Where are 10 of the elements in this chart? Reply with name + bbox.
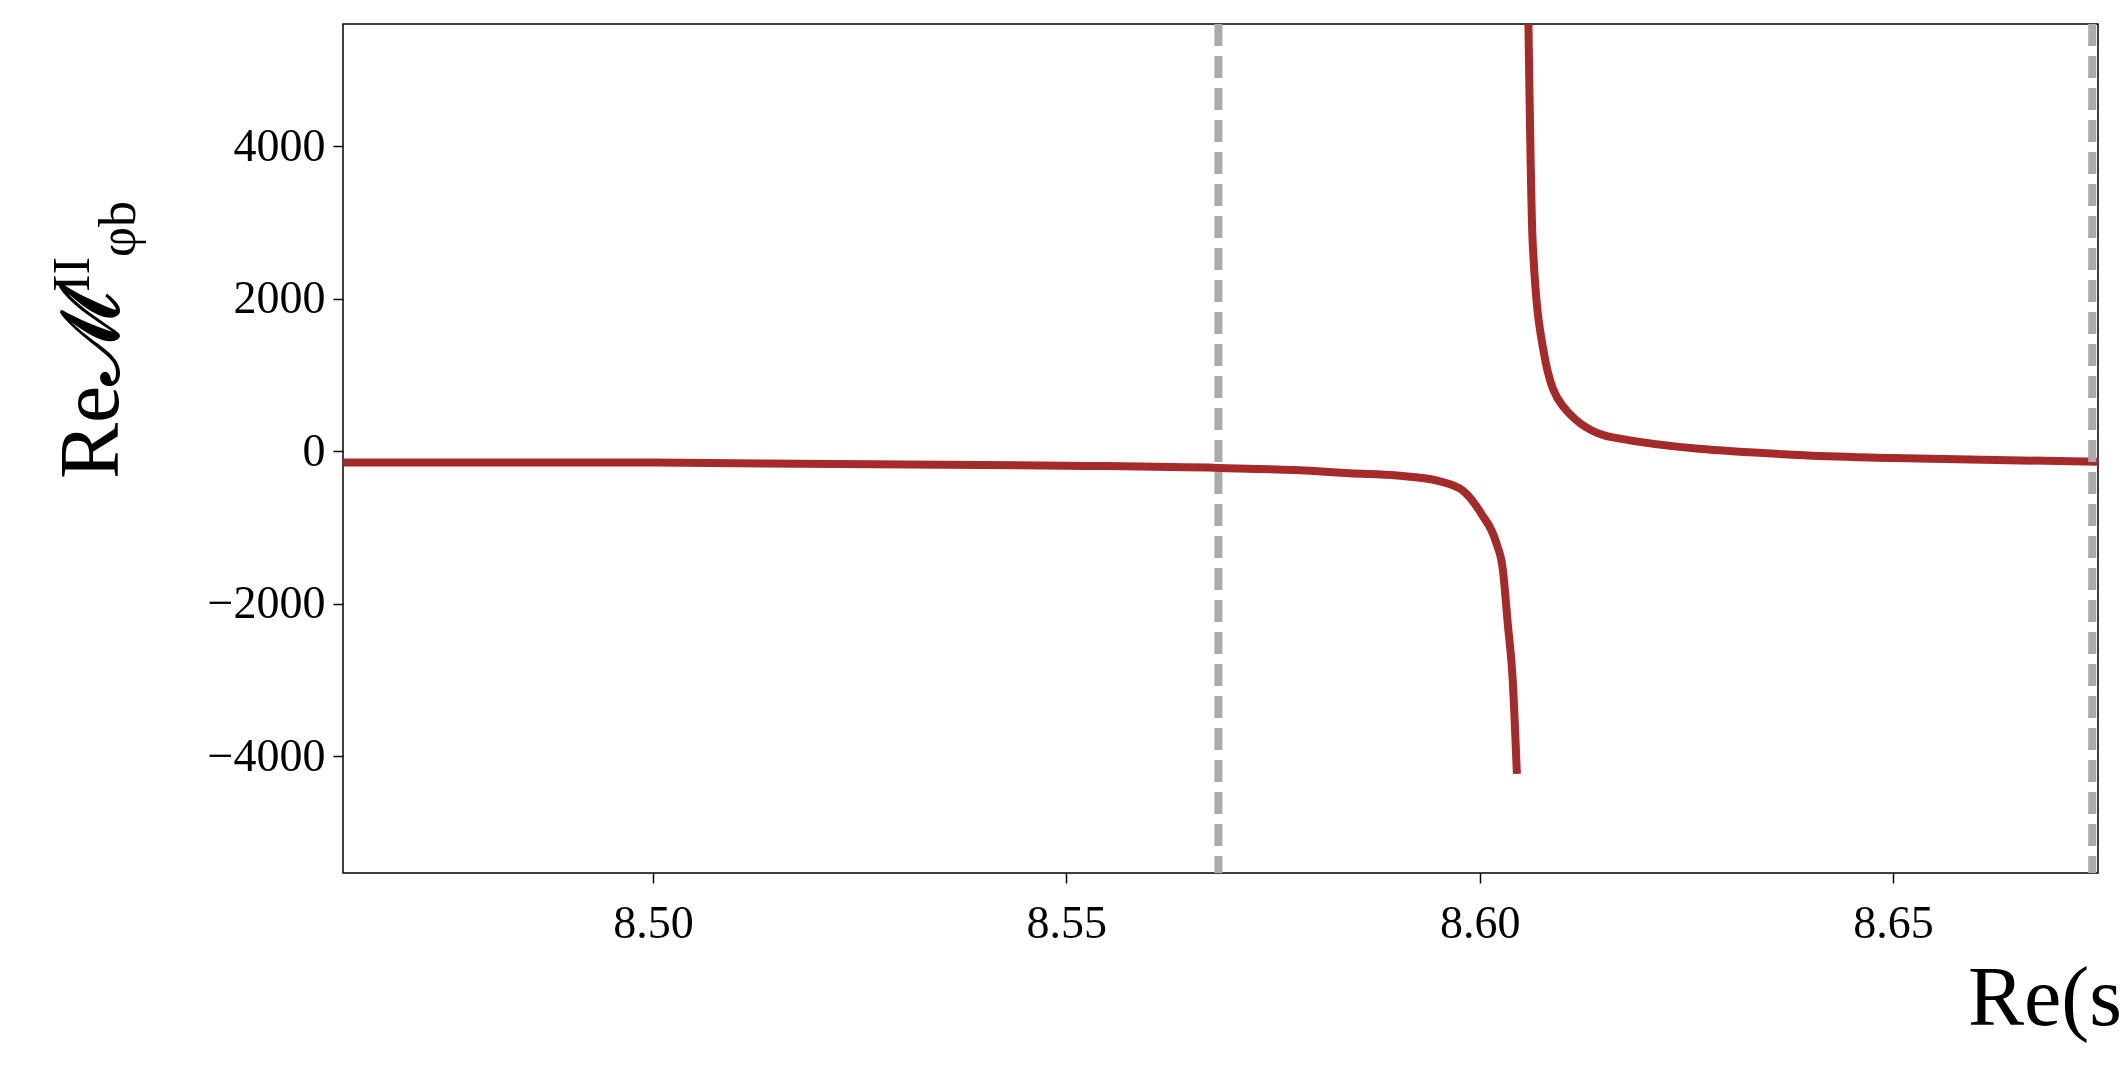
x-tick-label: 8.50 xyxy=(613,896,694,948)
y-tick-label: 2000 xyxy=(233,272,326,324)
x-tick-label: 8.65 xyxy=(1853,896,1934,948)
y-tick-label: 4000 xyxy=(233,119,326,171)
y-tick-label: −4000 xyxy=(207,729,326,781)
x-axis-title: Re(s xyxy=(1968,950,2122,1043)
x-tick-label: 8.60 xyxy=(1439,896,1521,948)
y-tick-label: 0 xyxy=(302,424,326,476)
x-tick-label: 8.55 xyxy=(1026,896,1108,948)
y-tick-label: −2000 xyxy=(207,577,326,629)
